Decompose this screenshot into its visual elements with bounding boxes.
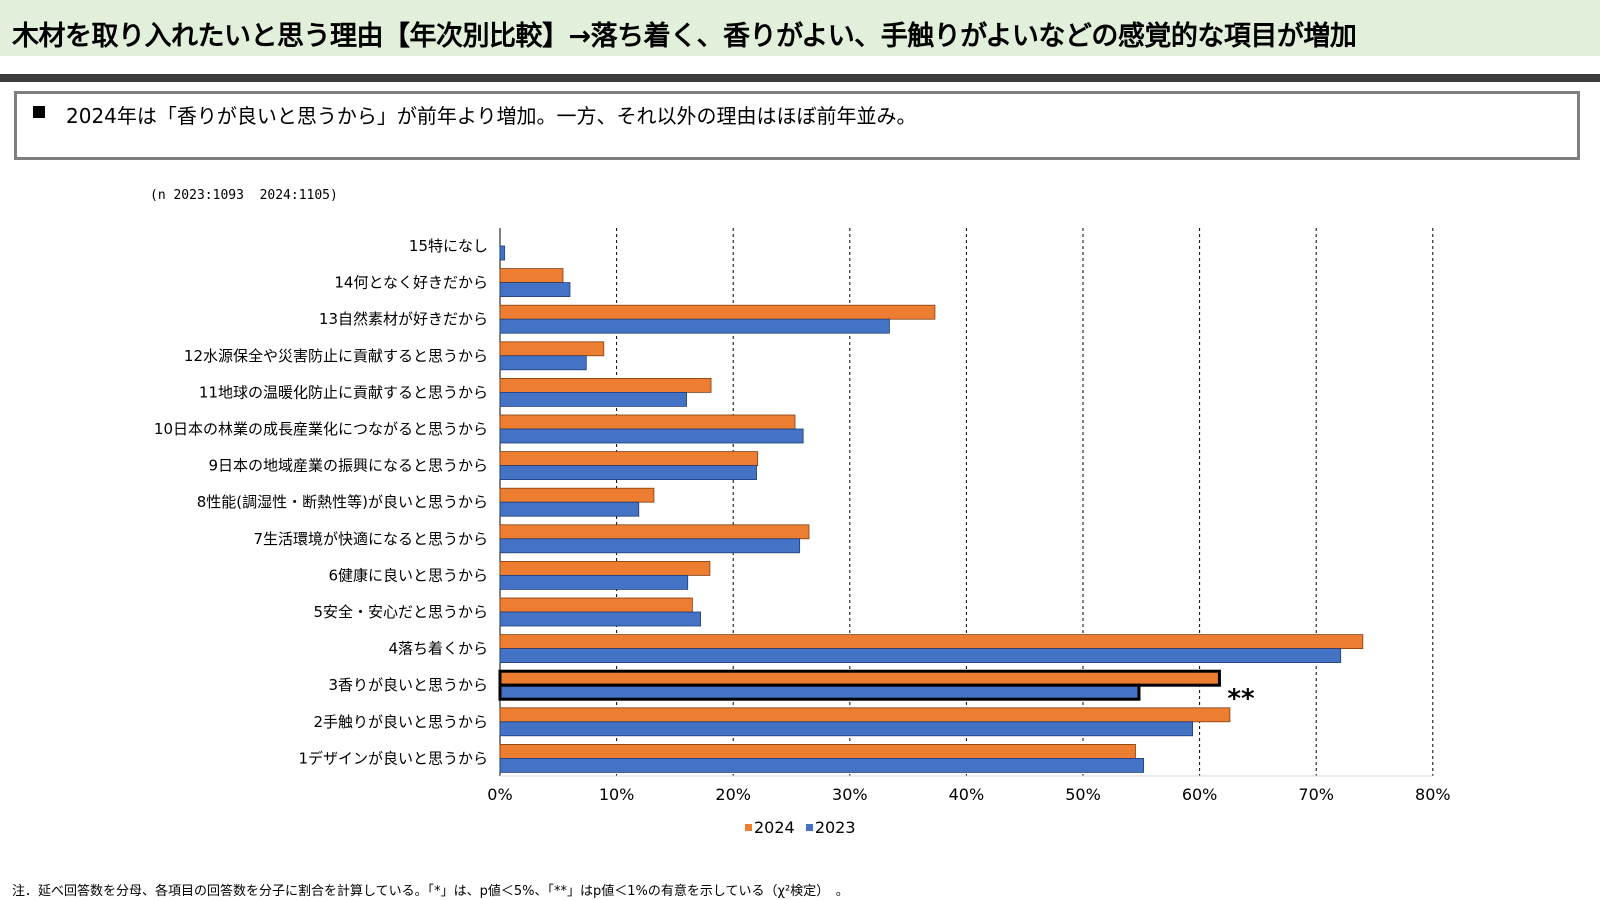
x-tick-label-7: 70% (1298, 785, 1334, 804)
bar-2024 (499, 634, 1364, 649)
bar-2024 (499, 451, 759, 467)
category-label: 4落ち着くから (388, 640, 488, 658)
legend-item-2023: 2023 (805, 818, 856, 837)
legend-label-2024: 2024 (754, 818, 795, 837)
x-tick-label-3: 30% (832, 785, 868, 804)
bar-2023 (499, 391, 687, 407)
bar-2024 (499, 487, 655, 503)
bar-2023 (499, 318, 890, 334)
bar-2024 (498, 669, 1221, 687)
bar-2023 (499, 501, 640, 517)
category-label: 9日本の地域産業の振興になると思うから (208, 457, 488, 475)
category-label: 13自然素材が好きだから (319, 310, 488, 328)
bar-2023 (499, 245, 506, 261)
bar-2024 (499, 268, 564, 284)
header-divider (0, 74, 1600, 82)
legend-label-2023: 2023 (814, 818, 856, 837)
x-tick-label-0: 0% (487, 785, 512, 804)
bar-2024 (499, 304, 936, 320)
x-tick-label-4: 40% (949, 785, 985, 804)
summary-box: 2024年は「香りが良いと思うから」が前年より増加。一方、それ以外の理由はほぼ前… (14, 91, 1580, 160)
bar-2023 (499, 538, 801, 554)
chart-legend: 2024 2023 (745, 816, 862, 837)
legend-swatch-2024 (745, 824, 752, 831)
x-tick-label-8: 80% (1415, 785, 1451, 804)
x-tick-label-5: 50% (1065, 785, 1101, 804)
category-label: 2手触りが良いと思うから (313, 713, 488, 731)
bar-2024 (499, 524, 810, 540)
x-tick-label-1: 10% (599, 785, 635, 804)
x-tick-label-6: 60% (1182, 785, 1218, 804)
square-bullet-icon (33, 106, 45, 118)
bar-2023 (499, 465, 757, 481)
category-label: 15特になし (409, 237, 488, 255)
sample-size-note: (n 2023:1093 2024:1105) (150, 188, 338, 203)
bar-2024 (499, 561, 711, 576)
category-label: 1デザインが良いと思うから (298, 749, 488, 767)
footnote: 注．延べ回答数を分母、各項目の回答数を分子に割合を計算している。「*」は、p値＜… (12, 884, 849, 899)
bar-2023 (499, 758, 1145, 773)
bar-2023 (499, 428, 804, 444)
legend-item-2024: 2024 (745, 818, 795, 837)
bar-2024 (499, 597, 693, 613)
category-label: 12水源保全や災害防止に貢献すると思うから (184, 347, 488, 365)
bar-2024 (499, 707, 1231, 723)
summary-text: 2024年は「香りが良いと思うから」が前年より増加。一方、それ以外の理由はほぼ前… (66, 104, 917, 128)
x-tick-label-2: 20% (715, 785, 751, 804)
title-bar: 木材を取り入れたいと思う理由【年次別比較】→落ち着く、香りがよい、手触りがよいな… (0, 0, 1600, 56)
category-label: 5安全・安心だと思うから (313, 603, 488, 621)
category-label: 14何となく好きだから (334, 274, 488, 292)
bar-2024 (499, 414, 796, 430)
legend-swatch-2023 (805, 824, 813, 831)
bar-2023 (499, 721, 1194, 737)
category-label: 6健康に良いと思うから (328, 566, 488, 584)
bar-2024 (499, 377, 712, 393)
significance-marker: ** (1227, 684, 1255, 714)
bar-2023 (499, 355, 587, 371)
category-label: 8性能(調湿性・断熱性等)が良いと思うから (197, 493, 488, 511)
bar-chart: 0% 10% 20% 30% 40% 50% 60% 70% 80% 15特になし 14何となく好き… (154, 228, 1451, 804)
category-label: 3香りが良いと思うから (328, 676, 488, 694)
page-title: 木材を取り入れたいと思う理由【年次別比較】→落ち着く、香りがよい、手触りがよいな… (12, 21, 1357, 52)
category-label: 10日本の林業の成長産業化につながると思うから (154, 420, 488, 438)
bar-2024 (499, 341, 605, 357)
bar-2023 (499, 282, 571, 298)
bar-2023 (499, 648, 1342, 663)
bar-2024 (499, 744, 1136, 759)
category-label: 11地球の温暖化防止に貢献すると思うから (199, 383, 488, 401)
bar-2023 (499, 575, 689, 590)
category-label: 7生活環境が快適になると思うから (253, 530, 488, 548)
bar-2023 (498, 683, 1141, 701)
bar-2023 (499, 611, 701, 627)
